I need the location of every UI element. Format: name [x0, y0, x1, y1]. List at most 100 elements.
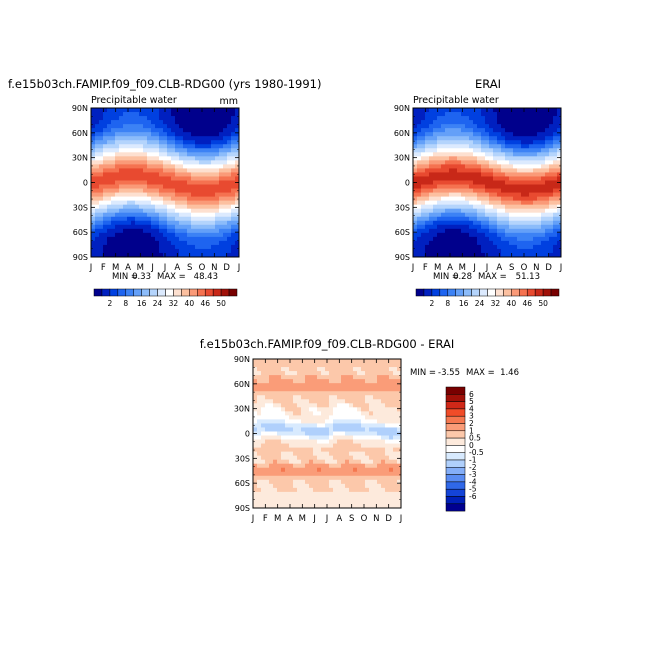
field-cell	[385, 419, 390, 424]
field-cell	[473, 112, 478, 117]
field-cell	[143, 216, 148, 222]
field-cell	[525, 228, 530, 234]
field-cell	[257, 475, 262, 481]
field-cell	[179, 228, 184, 234]
field-cell	[489, 176, 494, 181]
field-cell	[377, 451, 382, 457]
field-cell	[449, 196, 454, 202]
field-cell	[525, 220, 530, 226]
field-cell	[131, 184, 136, 190]
field-cell	[219, 252, 224, 258]
field-cell	[195, 140, 200, 145]
field-cell	[103, 188, 108, 194]
field-cell	[337, 487, 342, 493]
field-cell	[257, 439, 262, 445]
field-cell	[369, 399, 374, 404]
field-cell	[143, 240, 148, 246]
field-cell	[517, 224, 522, 230]
field-cell	[281, 363, 286, 368]
field-cell	[425, 204, 430, 210]
field-cell	[457, 120, 462, 125]
field-cell	[501, 160, 506, 165]
field-cell	[329, 491, 334, 497]
field-cell	[393, 491, 398, 497]
field-cell	[381, 443, 386, 449]
field-cell	[393, 387, 398, 392]
field-cell	[171, 156, 176, 161]
field-cell	[345, 463, 350, 469]
field-cell	[147, 124, 152, 129]
field-cell	[393, 411, 398, 416]
field-cell	[369, 411, 374, 416]
field-cell	[151, 108, 156, 113]
field-cell	[253, 439, 258, 445]
field-cell	[231, 248, 236, 254]
field-cell	[191, 212, 196, 218]
field-cell	[485, 192, 490, 198]
field-cell	[537, 120, 542, 125]
field-cell	[425, 212, 430, 218]
x-tick-label: J	[251, 514, 255, 524]
field-cell	[103, 172, 108, 177]
field-cell	[203, 108, 208, 113]
field-cell	[325, 443, 330, 449]
field-cell	[497, 208, 502, 214]
field-cell	[143, 184, 148, 190]
field-cell	[285, 367, 290, 372]
field-cell	[313, 423, 318, 428]
field-cell	[369, 471, 374, 477]
field-cell	[269, 467, 274, 473]
field-cell	[107, 220, 112, 226]
field-cell	[207, 220, 212, 226]
field-cell	[159, 172, 164, 177]
field-cell	[521, 136, 526, 141]
field-cell	[309, 427, 314, 432]
field-cell	[445, 204, 450, 210]
field-cell	[421, 152, 426, 157]
field-cell	[557, 120, 562, 125]
field-cell	[223, 160, 228, 165]
field-cell	[477, 116, 482, 121]
field-cell	[261, 443, 266, 449]
field-cell	[337, 435, 342, 441]
field-cell	[103, 192, 108, 198]
field-cell	[553, 108, 558, 113]
field-cell	[163, 156, 168, 161]
field-cell	[191, 128, 196, 133]
colorbar-box	[487, 288, 496, 297]
field-cell	[273, 391, 278, 396]
field-cell	[521, 248, 526, 254]
field-cell	[257, 467, 262, 473]
field-cell	[297, 475, 302, 481]
field-cell	[325, 495, 330, 501]
field-cell	[477, 212, 482, 218]
field-cell	[257, 455, 262, 461]
field-cell	[273, 415, 278, 420]
field-cell	[509, 144, 514, 149]
field-cell	[517, 192, 522, 198]
field-cell	[425, 244, 430, 250]
field-cell	[321, 391, 326, 396]
field-cell	[321, 495, 326, 501]
field-cell	[449, 132, 454, 137]
field-cell	[553, 188, 558, 194]
field-cell	[545, 232, 550, 238]
field-cell	[297, 503, 302, 509]
field-cell	[223, 144, 228, 149]
colorbar-box	[165, 288, 174, 297]
field-cell	[433, 128, 438, 133]
field-cell	[417, 212, 422, 218]
field-cell	[469, 196, 474, 202]
field-cell	[485, 244, 490, 250]
field-cell	[285, 491, 290, 497]
field-cell	[277, 495, 282, 501]
field-cell	[493, 220, 498, 226]
field-cell	[211, 220, 216, 226]
field-cell	[497, 168, 502, 173]
field-cell	[215, 164, 220, 169]
field-cell	[473, 224, 478, 230]
field-cell	[99, 140, 104, 145]
field-cell	[115, 160, 120, 165]
field-cell	[365, 359, 370, 364]
field-cell	[385, 479, 390, 485]
